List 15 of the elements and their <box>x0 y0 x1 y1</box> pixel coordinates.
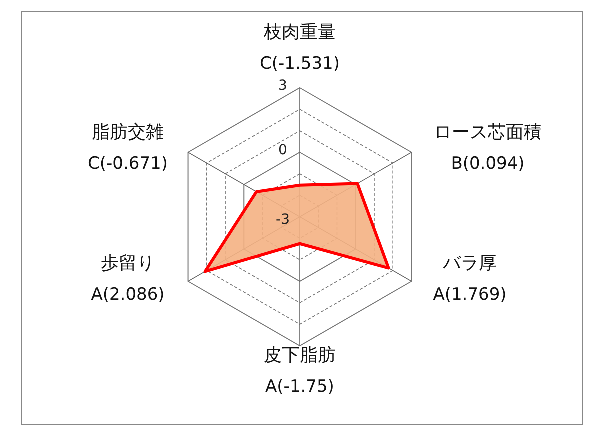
spoke-label: ロース芯面積 <box>434 122 542 143</box>
text: C(-1.531) <box>260 54 340 74</box>
spoke-label: バラ厚 <box>442 253 497 274</box>
y-tick-label: 0 <box>278 142 288 158</box>
text: C(-0.671) <box>88 154 168 174</box>
spoke-label: 枝肉重量 <box>263 22 336 43</box>
y-tick-label: -3 <box>276 212 290 228</box>
y-tick-label: 3 <box>278 78 288 94</box>
spoke-label: 歩留り <box>101 253 155 274</box>
text: A(-1.75) <box>266 377 334 397</box>
spoke-label: 脂肪交雑 <box>92 122 164 143</box>
spoke-label: 皮下脂肪 <box>264 345 336 366</box>
text: A(2.086) <box>91 285 165 305</box>
text: B(0.094) <box>451 154 525 174</box>
text: A(1.769) <box>433 285 507 305</box>
